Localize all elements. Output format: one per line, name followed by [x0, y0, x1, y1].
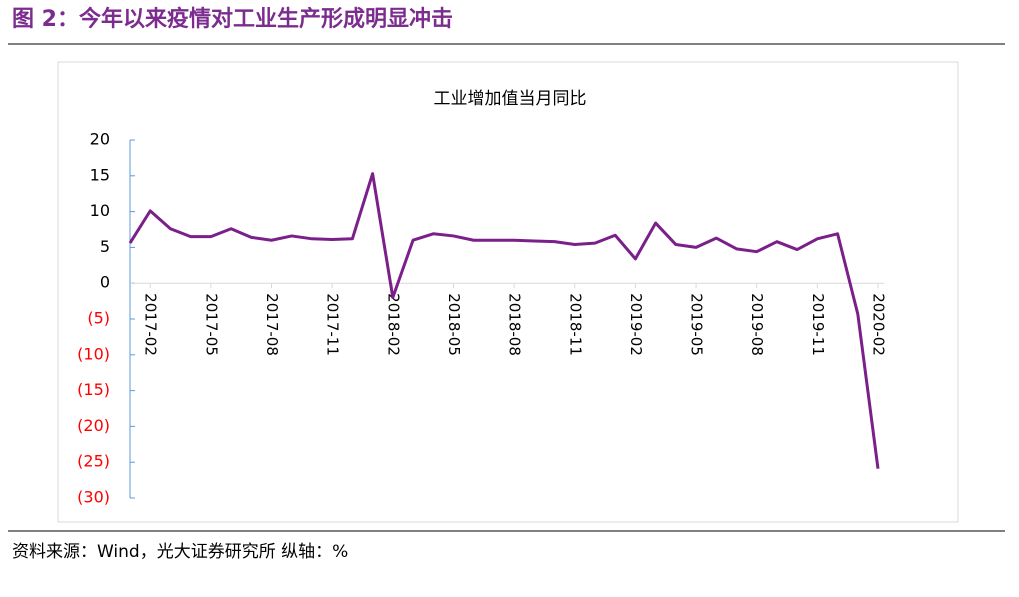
y-tick-label: 5 [100, 237, 110, 256]
chart-frame [57, 61, 959, 523]
y-tick-label: (5) [87, 309, 110, 328]
y-tick-label: 0 [100, 273, 110, 292]
x-tick-label: 2017-11 [324, 293, 342, 356]
y-tick-label: 15 [90, 165, 110, 184]
y-tick-label: (15) [77, 380, 110, 399]
x-tick-label: 2019-11 [809, 293, 827, 356]
data-line [128, 172, 880, 469]
x-tick-label: 2017-02 [142, 293, 160, 356]
y-tick-label: (25) [77, 452, 110, 471]
x-tick-label: 2018-08 [506, 293, 524, 356]
x-tick-label: 2018-02 [384, 293, 402, 356]
x-tick-label: 2019-02 [627, 293, 645, 356]
x-tick-label: 2017-05 [202, 293, 220, 356]
x-tick-label: 2020-02 [870, 293, 888, 356]
x-tick-label: 2019-08 [748, 293, 766, 356]
x-tick-label: 2017-08 [263, 293, 281, 356]
y-tick-label: (10) [77, 344, 110, 363]
y-tick-label: (30) [77, 488, 110, 507]
y-tick-label: (20) [77, 416, 110, 435]
x-tick-label: 2018-05 [445, 293, 463, 356]
chart-title: 工业增加值当月同比 [434, 89, 587, 109]
x-tick-label: 2019-05 [688, 293, 706, 356]
x-tick-label: 2018-11 [566, 293, 584, 356]
figure-title: 图 2：今年以来疫情对工业生产形成明显冲击 [12, 6, 453, 32]
y-tick-label: 20 [90, 130, 110, 149]
source-note: 资料来源：Wind，光大证券研究所 纵轴：% [12, 542, 348, 562]
y-tick-label: 10 [90, 201, 110, 220]
